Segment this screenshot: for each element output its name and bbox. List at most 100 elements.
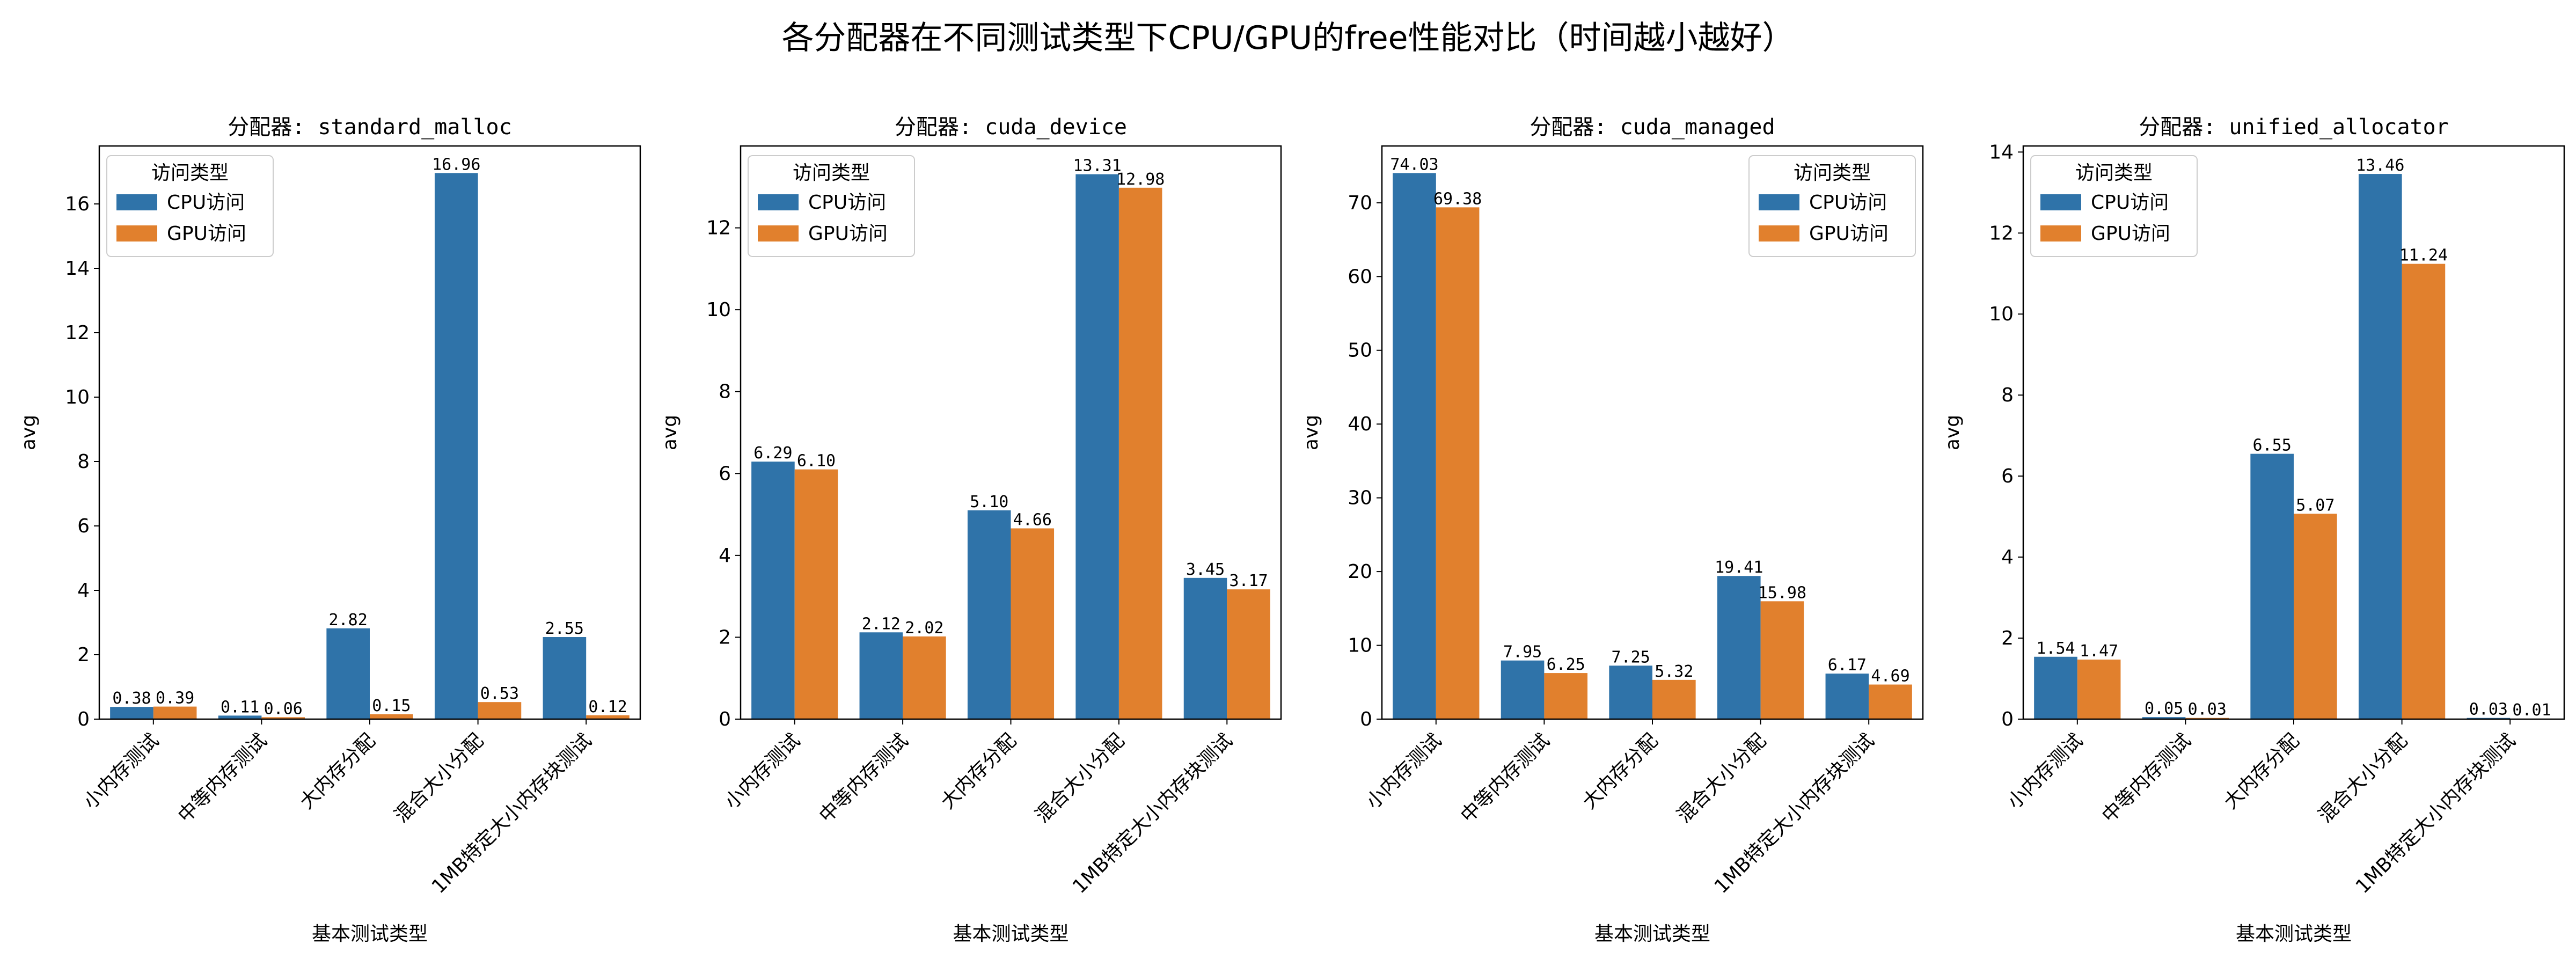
bar-value-label: 11.24 — [2399, 246, 2448, 265]
bar-cpu — [435, 173, 478, 719]
y-tick-label: 2 — [719, 626, 731, 648]
y-tick-label: 30 — [1348, 487, 1372, 509]
x-tick-label: 中等内存测试 — [1457, 729, 1554, 827]
y-tick-label: 0 — [77, 708, 90, 730]
y-tick-label: 8 — [2001, 384, 2014, 406]
y-axis-label: avg — [659, 415, 681, 450]
bar-value-label: 0.12 — [588, 698, 627, 716]
y-tick-label: 2 — [2001, 627, 2014, 649]
legend: 访问类型 CPU访问 GPU访问 — [2031, 156, 2197, 257]
bar-gpu — [153, 707, 197, 719]
bar-gpu — [1119, 188, 1162, 719]
x-axis-label: 基本测试类型 — [1594, 923, 1710, 945]
bar-cpu — [1826, 674, 1869, 719]
y-tick-label: 6 — [2001, 465, 2014, 487]
x-tick-label: 大内存分配 — [2220, 729, 2303, 813]
bar-value-label: 2.82 — [329, 611, 368, 630]
bar-value-label: 3.45 — [1186, 560, 1225, 579]
bar-value-label: 3.17 — [1229, 572, 1268, 590]
legend: 访问类型 CPU访问 GPU访问 — [1749, 156, 1915, 257]
legend-swatch-gpu — [2040, 225, 2081, 241]
bar-value-label: 4.69 — [1871, 667, 1909, 686]
bar-value-label: 1.47 — [2080, 642, 2118, 661]
bar-value-label: 0.05 — [2145, 699, 2183, 718]
chart-panel-3: 分配器: cuda_managed 0 10 20 30 40 50 60 70 avg 74.03… — [1300, 115, 1923, 945]
bar-gpu — [2294, 514, 2337, 719]
panel-title: 分配器: cuda_device — [895, 115, 1127, 140]
legend-entry: GPU访问 — [808, 223, 888, 245]
bar-value-label: 7.95 — [1503, 643, 1542, 662]
bar-cpu — [1501, 661, 1545, 719]
bar-gpu — [795, 470, 838, 719]
bar-value-label: 6.17 — [1828, 656, 1867, 675]
bar-value-label: 2.02 — [905, 619, 943, 638]
y-tick-label: 4 — [2001, 546, 2014, 568]
x-axis-label: 基本测试类型 — [312, 923, 428, 945]
bar-value-label: 2.55 — [545, 619, 584, 638]
x-tick-label: 大内存分配 — [1578, 729, 1662, 813]
bar-gpu — [1227, 589, 1270, 719]
bar-cpu — [2359, 174, 2402, 719]
bar-value-label: 6.29 — [753, 444, 792, 463]
x-tick-label: 混合大小分配 — [1031, 729, 1129, 827]
bar-value-label: 0.01 — [2512, 701, 2551, 720]
x-tick-label: 混合大小分配 — [2314, 729, 2412, 827]
bar-value-label: 0.06 — [264, 699, 303, 718]
x-axis-label: 基本测试类型 — [2236, 923, 2352, 945]
x-tick-label: 中等内存测试 — [815, 729, 913, 827]
bar-value-label: 19.41 — [1715, 558, 1763, 577]
chart-panel-4: 分配器: unified_allocator02468101214avg1.54… — [1942, 115, 2564, 945]
y-tick-label: 4 — [719, 545, 731, 567]
y-tick-label: 40 — [1348, 413, 1372, 435]
x-tick-label: 混合大小分配 — [390, 729, 488, 827]
bar-value-label: 13.46 — [2356, 156, 2404, 175]
legend: 访问类型 CPU访问 GPU访问 — [107, 156, 273, 257]
y-tick-label: 0 — [719, 708, 731, 730]
x-axis-label: 基本测试类型 — [953, 923, 1069, 945]
bar-cpu — [110, 707, 153, 719]
legend-title: 访问类型 — [2075, 162, 2153, 184]
bar-cpu — [1717, 576, 1761, 719]
bar-value-label: 0.38 — [112, 689, 151, 708]
x-tick-label: 小内存测试 — [721, 729, 804, 813]
x-tick-label: 中等内存测试 — [2098, 729, 2196, 827]
y-tick-label: 8 — [719, 381, 731, 403]
bar-value-label: 69.38 — [1433, 189, 1482, 208]
chart-panel-2: 分配器: cuda_device 0 2 4 6 8 10 12 avg 6.29 6.10 小内存测… — [659, 115, 1281, 945]
bar-value-label: 16.96 — [432, 155, 480, 174]
y-tick-label: 12 — [65, 322, 90, 344]
panel-title: 分配器: cuda_managed — [1529, 115, 1775, 140]
y-tick-label: 10 — [1348, 635, 1372, 657]
bar-gpu — [478, 702, 522, 719]
bar-gpu — [1869, 685, 1912, 719]
bar-cpu — [1609, 665, 1652, 719]
legend-entry: CPU访问 — [808, 192, 886, 214]
bar-value-label: 0.11 — [221, 698, 259, 716]
bar-gpu — [2402, 264, 2446, 719]
bar-gpu — [2077, 660, 2121, 719]
bar-cpu — [1075, 174, 1119, 719]
y-axis-label: avg — [1942, 415, 1964, 450]
bar-value-label: 13.31 — [1073, 157, 1121, 175]
legend-swatch-cpu — [1759, 194, 1799, 210]
legend-entry: CPU访问 — [167, 192, 245, 214]
y-tick-label: 8 — [77, 451, 90, 473]
y-axis-label: avg — [18, 415, 40, 450]
bar-cpu — [326, 628, 370, 719]
y-tick-label: 70 — [1348, 192, 1372, 214]
bar-value-label: 15.98 — [1758, 583, 1806, 602]
bar-value-label: 0.03 — [2188, 700, 2227, 719]
legend-swatch-cpu — [2040, 194, 2081, 210]
y-tick-label: 50 — [1348, 340, 1372, 362]
bar-value-label: 6.25 — [1547, 655, 1585, 674]
bar-value-label: 5.32 — [1655, 662, 1693, 681]
bar-cpu — [2250, 454, 2294, 719]
legend-swatch-cpu — [116, 194, 157, 210]
bar-gpu — [1652, 680, 1696, 719]
y-tick-label: 4 — [77, 580, 90, 602]
bar-value-label: 1.54 — [2036, 639, 2075, 658]
bar-value-label: 0.53 — [480, 684, 519, 703]
bar-gpu — [1436, 207, 1480, 719]
bar-value-label: 0.39 — [156, 689, 194, 708]
